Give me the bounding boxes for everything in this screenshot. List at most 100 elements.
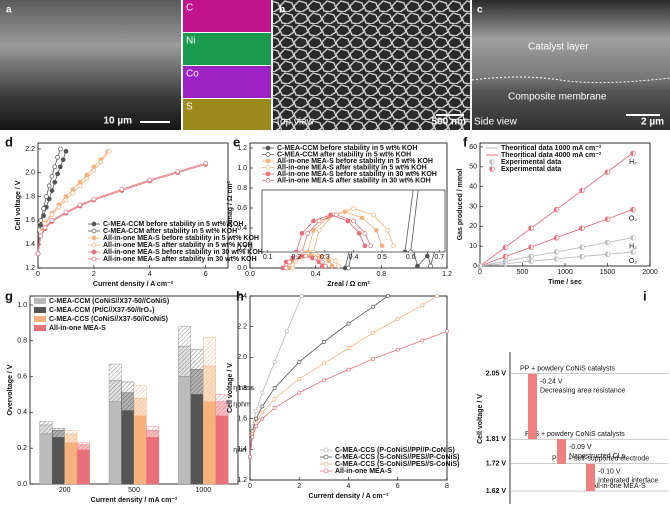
hatch-overlay <box>190 369 204 395</box>
plot-frame <box>37 142 229 269</box>
y-tick-label: 0.4 <box>17 409 27 416</box>
legend-marker <box>265 158 271 164</box>
data-point <box>203 160 208 166</box>
x-tick-label: 1000 <box>196 487 212 494</box>
scale-bar <box>436 114 464 116</box>
half-fill <box>554 249 557 255</box>
data-point <box>324 253 330 259</box>
y-tick-label: 1.0 <box>17 302 27 309</box>
y-axis-label: Cell voltage / V <box>15 180 22 230</box>
data-point <box>91 196 97 202</box>
legend-label: C-MEA-CCM after stability in 5 wt% KOH <box>277 151 411 158</box>
data-point <box>435 294 440 298</box>
x-tick-label: 0 <box>248 483 252 490</box>
x-tick-label: 8 <box>445 483 449 490</box>
data-point <box>58 164 63 170</box>
x-axis-label: Current density / A cm⁻² <box>308 493 389 500</box>
panel-letter: e <box>233 134 240 149</box>
data-point <box>35 251 41 257</box>
delta-bar <box>557 439 566 464</box>
gas-label: O₂ <box>629 215 637 222</box>
y-tick-label: 1.6 <box>237 416 247 423</box>
sem-image <box>472 0 670 130</box>
series-line <box>37 148 61 254</box>
data-point <box>44 194 49 199</box>
step-label: PES + powdery CoNiS catalysts <box>525 431 625 438</box>
legend-label: C-MEA-CCM before stability in 5 wt% KOH <box>103 221 243 228</box>
hatch-overlay <box>178 326 191 347</box>
hatch-overlay <box>134 398 147 416</box>
half-fill <box>630 150 633 156</box>
hatch-overlay <box>77 444 90 450</box>
data-point <box>379 243 385 249</box>
data-point <box>147 177 153 183</box>
series-line <box>249 295 303 458</box>
x-tick-label: 500 <box>517 269 529 276</box>
legend-label: All-in-one MEA-S after stability in 30 w… <box>103 256 257 263</box>
x-axis-label: Zreal / Ω cm² <box>327 281 370 288</box>
data-point <box>445 329 449 334</box>
x-tick-label: 0 <box>36 271 40 278</box>
y-tick-label: 1.2 <box>237 477 247 484</box>
series-line <box>249 295 438 458</box>
delta-bar <box>528 373 537 440</box>
level-label: 1.72 V <box>486 461 507 468</box>
data-point <box>362 243 368 249</box>
eds-label: C <box>186 3 193 14</box>
sem-image <box>0 0 181 130</box>
data-point <box>311 249 316 252</box>
data-point <box>284 329 289 334</box>
y-tick-label: 60 <box>469 144 477 151</box>
data-point <box>55 171 60 177</box>
legend-swatch <box>34 307 46 313</box>
data-point <box>311 227 316 233</box>
legend-label: All-in-one MEA-S after stability in 5 wt… <box>277 164 427 171</box>
data-point <box>351 206 356 211</box>
data-point <box>272 405 277 410</box>
data-point <box>250 435 255 440</box>
data-point <box>272 396 277 401</box>
segment-label: ηkin <box>233 447 246 454</box>
data-point <box>371 304 376 309</box>
legend-label: C-MEA-CCS (P-CoNiS//PP//P-CoNiS) <box>335 447 455 454</box>
data-point <box>371 330 376 335</box>
data-point <box>293 255 299 261</box>
data-point <box>63 209 69 215</box>
data-point <box>260 404 265 409</box>
data-point <box>497 138 501 142</box>
series-line <box>249 295 389 458</box>
bar-segment <box>108 401 122 485</box>
y-tick-label: 2.2 <box>237 324 247 331</box>
hatch-overlay <box>39 424 53 434</box>
bar-segment <box>121 410 135 485</box>
legend-label: C-MEA-CCM (Pt/C//X37-50//IrO₂) <box>49 307 154 314</box>
data-point <box>49 173 55 179</box>
eds-label: S <box>186 102 193 113</box>
x-tick-label: 1000 <box>557 269 573 276</box>
y-tick-label: 0.8 <box>17 338 27 345</box>
y-tick-label: 1.2 <box>237 145 247 152</box>
panel-letter: a <box>6 5 12 16</box>
data-point <box>272 359 277 364</box>
legend-marker <box>91 235 97 241</box>
bar-segment <box>215 415 229 485</box>
x-tick-label: 500 <box>128 487 140 494</box>
data-point <box>346 265 351 271</box>
data-point <box>371 212 376 218</box>
gas-label: H₂ <box>629 243 637 250</box>
y-axis-label: Gas produced / mmol <box>457 169 464 241</box>
x-tick-label: 6 <box>204 271 208 278</box>
half-fill <box>579 244 582 250</box>
hatch-overlay <box>134 385 147 399</box>
half-fill <box>554 235 557 241</box>
x-tick-label: 2000 <box>642 269 658 276</box>
half-fill <box>630 207 633 213</box>
legend-marker <box>265 152 271 157</box>
half-fill <box>503 244 506 250</box>
data-point <box>297 390 302 395</box>
y-tick-label: 1.2 <box>25 265 35 272</box>
data-point <box>321 340 326 344</box>
level-label: 1.81 V <box>486 436 507 443</box>
data-point <box>402 249 408 252</box>
data-point <box>38 218 44 223</box>
